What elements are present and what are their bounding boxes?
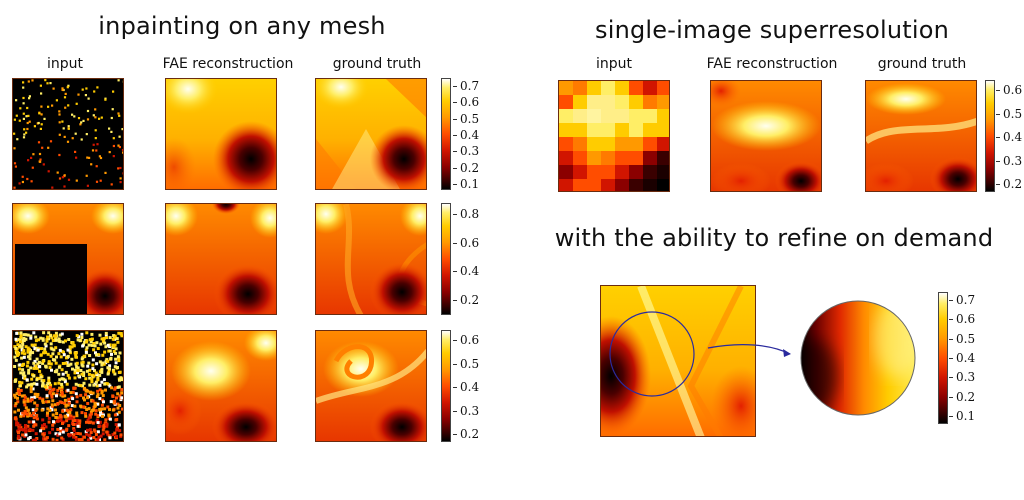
colorbar-tick-label: 0.2 xyxy=(452,160,480,175)
refine-title: with the ability to refine on demand xyxy=(554,224,994,252)
colorbar-tick-label: 0.1 xyxy=(452,177,480,191)
colorbar-tick-label: 0.1 xyxy=(948,409,976,423)
colorbar-tick-label: 0.7 xyxy=(452,79,480,93)
row3-fae-reconstruction xyxy=(165,330,277,442)
sr-column-label-input: input xyxy=(595,56,633,72)
row3-ground-truth xyxy=(315,330,427,442)
colorbar-tick-label: 0.5 xyxy=(948,331,976,346)
colorbar-tick-label: 0.2 xyxy=(948,389,976,404)
column-label-ground-truth: ground truth xyxy=(332,56,422,72)
refined-disc xyxy=(800,300,916,416)
row1-fae-reconstruction xyxy=(165,78,277,190)
colorbar-tick-label: 0.5 xyxy=(995,106,1023,121)
column-label-fae-reconstruction: FAE reconstruction xyxy=(162,56,294,72)
row1-ground-truth xyxy=(315,78,427,190)
colorbar-tick-label: 0.3 xyxy=(995,153,1023,168)
colorbar-tick-label: 0.3 xyxy=(452,144,480,159)
low-resolution-grid xyxy=(559,81,669,191)
colorbar-tick-label: 0.4 xyxy=(995,130,1023,144)
sr-fae-reconstruction xyxy=(710,80,822,192)
sparse-sample-points xyxy=(13,79,123,189)
zoom-arrowhead xyxy=(783,349,791,357)
refine-field-panel xyxy=(600,285,756,437)
colorbar-tick-label: 0.5 xyxy=(452,111,480,126)
colorbar-tick-label: 0.2 xyxy=(995,177,1023,191)
sr-colorbar xyxy=(985,80,995,192)
colorbar-tick-label: 0.8 xyxy=(452,207,480,221)
mask-region xyxy=(15,244,87,314)
superresolution-title: single-image superresolution xyxy=(595,16,949,44)
row3-colorbar xyxy=(441,330,451,442)
row2-fae-reconstruction xyxy=(165,203,277,315)
sr-ground-truth xyxy=(865,80,977,192)
colorbar-tick-label: 0.4 xyxy=(452,264,480,279)
colorbar-tick-label: 0.6 xyxy=(452,333,480,347)
row2-colorbar xyxy=(441,203,451,315)
colorbar-tick-label: 0.7 xyxy=(948,293,976,307)
colorbar-tick-label: 0.4 xyxy=(452,380,480,394)
row1-input-sparse-samples xyxy=(12,78,124,190)
colorbar-tick-label: 0.6 xyxy=(995,83,1023,97)
inpainting-title: inpainting on any mesh xyxy=(98,12,386,40)
colorbar-tick-label: 0.2 xyxy=(452,293,480,307)
colorbar-tick-label: 0.3 xyxy=(452,403,480,418)
colorbar-tick-label: 0.5 xyxy=(452,356,480,371)
colorbar-tick-label: 0.6 xyxy=(452,235,480,250)
column-label-input: input xyxy=(46,56,84,72)
row2-input-masked xyxy=(12,203,124,315)
sr-input-low-res xyxy=(558,80,670,192)
sr-column-label-fae-reconstruction: FAE reconstruction xyxy=(706,56,838,72)
refine-colorbar xyxy=(938,292,948,424)
noisy-sample-pixels xyxy=(13,331,123,441)
row2-ground-truth xyxy=(315,203,427,315)
sr-column-label-ground-truth: ground truth xyxy=(877,56,967,72)
colorbar-tick-label: 0.2 xyxy=(452,427,480,441)
colorbar-tick-label: 0.3 xyxy=(948,370,976,385)
row1-colorbar xyxy=(441,78,451,190)
row3-input-noisy-samples xyxy=(12,330,124,442)
colorbar-tick-label: 0.4 xyxy=(452,128,480,142)
colorbar-tick-label: 0.6 xyxy=(948,312,976,327)
colorbar-tick-label: 0.4 xyxy=(948,351,976,365)
colorbar-tick-label: 0.6 xyxy=(452,95,480,110)
